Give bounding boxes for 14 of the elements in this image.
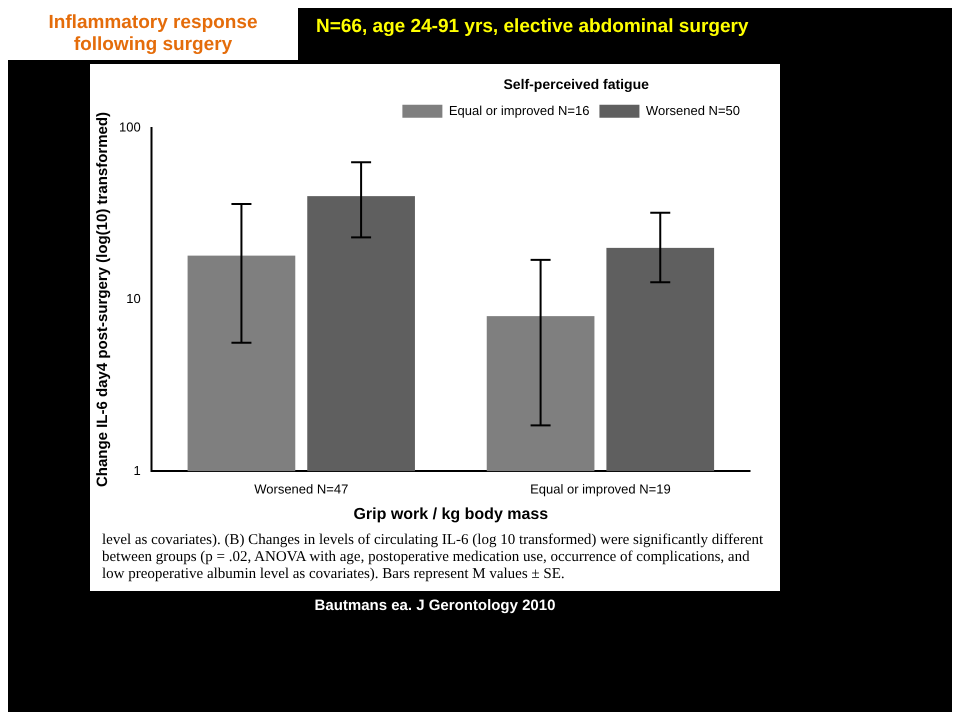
x-tick-label: Worsened N=47 (254, 482, 348, 497)
y-tick-label: 10 (126, 291, 141, 306)
x-axis-title: Grip work / kg body mass (353, 506, 548, 523)
legend-title: Self-perceived fatigue (503, 76, 650, 92)
text: Bautmans ea. J Gerontology 2010 (314, 597, 556, 614)
legend-label: Worsened N=50 (646, 102, 740, 118)
x-tick-label: Equal or improved N=19 (530, 482, 671, 497)
legend-label: Equal or improved N=16 (448, 102, 590, 118)
y-tick-label: 1 (133, 462, 141, 478)
y-tick-label: 100 (118, 119, 141, 134)
chart-subtitle: N=66, age 24-91 yrs, elective abdominal surgery (306, 8, 748, 60)
chart-title: Inflammatory response following surgery (8, 8, 298, 60)
y-axis-title: Change IL-6 day4 post-surgery (log(10) transformed) (94, 112, 112, 488)
text: level as covariates). (B) Changes in levels of circulating IL-6 (log 10 transformed) were significantly different between groups (p = .02, ANOVA with age, postoperative medication use, occurrence of complications, and low preoperative albumin level as covariates). Bars represent M values ± SE. (101, 531, 764, 584)
